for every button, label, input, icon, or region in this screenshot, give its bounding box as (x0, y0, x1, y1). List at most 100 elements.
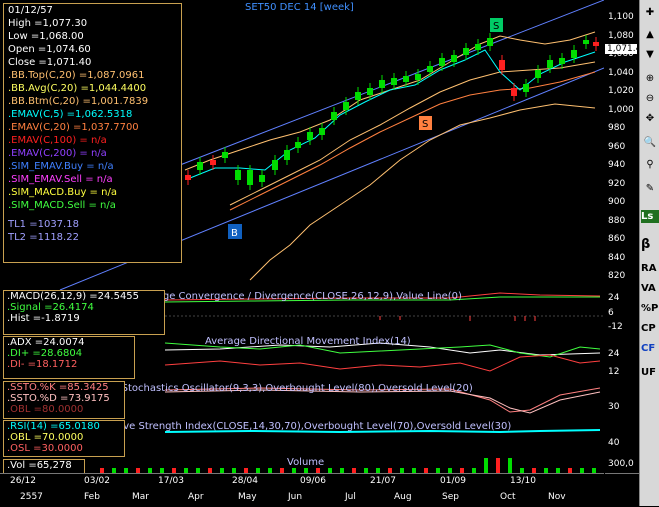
candle[interactable] (284, 150, 290, 160)
ls-button[interactable]: Ls (641, 210, 659, 223)
candle[interactable] (523, 84, 529, 92)
rsi-title: Relative Strength Index(CLOSE,14,30,70),… (95, 421, 512, 432)
info-bbavg: .BB.Avg(C,20) =1,044.4400 (8, 83, 147, 94)
beta-button[interactable]: β (641, 237, 651, 252)
candle[interactable] (367, 88, 373, 95)
candle[interactable] (197, 162, 203, 170)
candle[interactable] (295, 142, 301, 148)
candle[interactable] (475, 44, 481, 50)
info-close: Close =1,071.40 (8, 57, 92, 68)
macd-panel[interactable]: Moving Average Convergence / Divergence(… (0, 290, 604, 336)
candle[interactable] (499, 60, 505, 70)
candle[interactable] (247, 170, 253, 185)
volume-axis[interactable]: 300,0 (605, 457, 637, 473)
info-emav5: .EMAV(C,5) =1,062.5318 (8, 109, 133, 120)
magnify-minus-icon[interactable]: ⚲ (646, 159, 654, 170)
rsi-osl-value: .OSL =30.0000 (7, 443, 83, 454)
ra-button[interactable]: RA (641, 263, 657, 274)
price-axis[interactable]: 1,100 1,080 1,060 1,040 1,020 1,000 980 960 940 9… (605, 0, 641, 290)
candle[interactable] (185, 175, 191, 180)
candle[interactable] (210, 160, 216, 165)
price-axis-tick: 1,000 (608, 104, 634, 115)
macd-axis-tick: 24 (608, 293, 620, 303)
pan-icon[interactable]: ✥ (645, 113, 655, 124)
candle[interactable] (487, 38, 493, 46)
sell-signal-marker-2[interactable] (419, 116, 432, 130)
candle[interactable] (331, 112, 337, 120)
adx-axis[interactable]: 24 12 (605, 335, 637, 380)
percent-p-button[interactable]: %P (641, 303, 659, 314)
info-emav100: .EMAV(C,100) = n/a (8, 135, 107, 146)
macd-value: .MACD(26,12,9) =24.5455 (7, 291, 140, 302)
volume-bar (280, 468, 284, 473)
x-label-month: Jun (288, 492, 303, 502)
macd-axis-tick: -12 (608, 322, 623, 332)
buy-signal-marker[interactable] (228, 224, 242, 239)
candle[interactable] (415, 74, 421, 80)
adx-panel[interactable]: Average Directional Movement Index(14) .… (0, 335, 604, 381)
volume-bar (124, 468, 128, 473)
candle[interactable] (463, 48, 469, 55)
buy-signal-label: B (231, 228, 238, 239)
volume-bar (100, 468, 104, 473)
va-button[interactable]: VA (641, 283, 656, 294)
candle[interactable] (571, 50, 577, 58)
sell-signal-label: S (493, 21, 499, 32)
candle[interactable] (559, 58, 565, 64)
cp-button[interactable]: CP (641, 323, 656, 334)
candle[interactable] (451, 55, 457, 62)
di-minus-value: .DI- =18.1712 (7, 359, 78, 370)
uf-button[interactable]: UF (641, 367, 656, 378)
price-axis-tick: 840 (608, 252, 626, 263)
volume-bar (460, 468, 464, 473)
candle[interactable] (583, 40, 589, 44)
volume-bar (268, 468, 272, 473)
sell-signal-marker[interactable] (490, 18, 503, 32)
candle[interactable] (319, 128, 325, 135)
candle[interactable] (593, 42, 599, 46)
candle[interactable] (272, 160, 278, 170)
volume-bar (448, 468, 452, 473)
candle[interactable] (403, 76, 409, 82)
price-panel[interactable]: S S B SET50 DEC 14 [week] 01/12/57 High … (0, 0, 604, 291)
info-date: 01/12/57 (8, 5, 53, 16)
candle[interactable] (235, 170, 241, 180)
rsi-panel[interactable]: Relative Strength Index(CLOSE,14,30,70),… (0, 420, 604, 458)
candle[interactable] (391, 78, 397, 85)
arrow-down-icon[interactable]: ▼ (646, 49, 654, 60)
info-bbbtm: .BB.Btm(C,20) =1,001.7839 (8, 96, 149, 107)
candle[interactable] (222, 152, 228, 158)
arrow-up-icon[interactable]: ▲ (646, 29, 654, 40)
zoom-in-icon[interactable]: ⊕ (645, 73, 655, 84)
candle[interactable] (343, 102, 349, 110)
candle[interactable] (511, 88, 517, 96)
ssto-axis[interactable]: 30 (605, 380, 637, 420)
volume-bar (388, 468, 392, 473)
candle[interactable] (259, 175, 265, 182)
candle[interactable] (379, 80, 385, 88)
candle[interactable] (535, 70, 541, 78)
volume-bar (316, 468, 320, 473)
cf-button[interactable]: CF (641, 343, 656, 354)
chart-title: SET50 DEC 14 [week] (245, 2, 354, 13)
adx-value: .ADX =24.0074 (7, 337, 85, 348)
candle[interactable] (355, 92, 361, 100)
magnify-icon[interactable]: 🔍 (643, 137, 657, 148)
candle[interactable] (427, 66, 433, 72)
volume-bar (184, 468, 188, 473)
volume-panel[interactable]: Volume .Vol =65,278 (0, 457, 604, 474)
time-axis[interactable]: 26/12 03/02 17/03 28/04 09/06 21/07 01/0… (0, 473, 604, 507)
crosshair-icon[interactable]: ✚ (645, 7, 655, 18)
volume-title: Volume (287, 457, 325, 468)
edit-icon[interactable]: ✎ (645, 183, 655, 194)
di-minus-line (164, 354, 601, 372)
zoom-out-icon[interactable]: ⊖ (645, 93, 655, 104)
macd-axis[interactable]: 24 6 -12 (605, 290, 637, 335)
rsi-axis[interactable]: 40 (605, 420, 637, 457)
ssto-panel[interactable]: Slow Stochastics Oscillator(9,3,3),Overb… (0, 380, 604, 421)
candle[interactable] (307, 132, 313, 140)
right-toolbar: ✚ ▲ ▼ ⊕ ⊖ ✥ 🔍 ⚲ ✎ Ls β RA VA %P CP CF UF (639, 0, 659, 506)
candle[interactable] (547, 60, 553, 68)
volume-bar (220, 468, 224, 473)
candle[interactable] (439, 58, 445, 66)
